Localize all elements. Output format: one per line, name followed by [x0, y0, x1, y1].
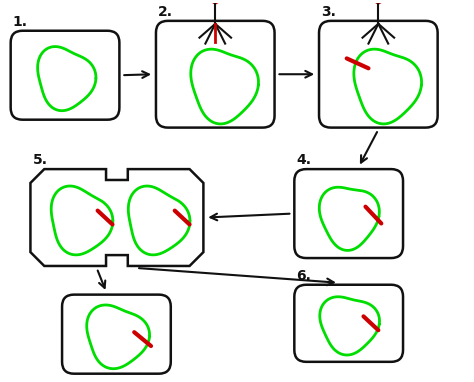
- FancyBboxPatch shape: [294, 285, 403, 362]
- Text: 5.: 5.: [32, 153, 47, 167]
- Polygon shape: [204, 0, 227, 4]
- FancyBboxPatch shape: [156, 21, 274, 128]
- FancyBboxPatch shape: [294, 169, 403, 258]
- FancyBboxPatch shape: [62, 295, 171, 374]
- Text: 4.: 4.: [296, 153, 311, 167]
- Text: 2.: 2.: [158, 5, 173, 19]
- Text: 1.: 1.: [13, 15, 27, 29]
- Text: 6.: 6.: [296, 269, 311, 283]
- FancyBboxPatch shape: [11, 31, 119, 120]
- Polygon shape: [367, 0, 390, 4]
- Text: 3.: 3.: [321, 5, 336, 19]
- FancyBboxPatch shape: [319, 21, 438, 128]
